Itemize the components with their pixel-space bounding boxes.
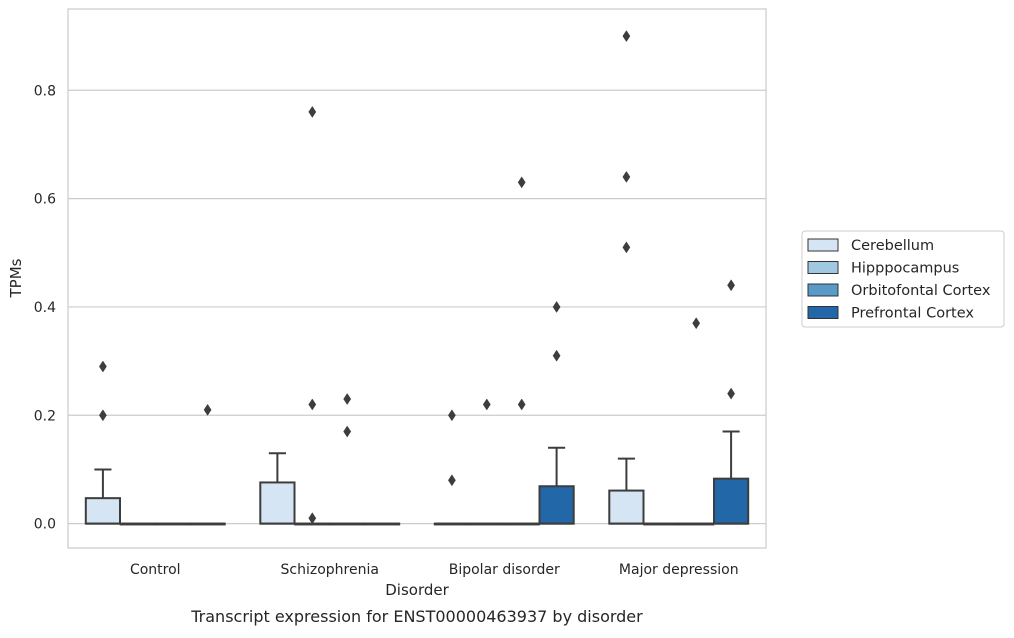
legend-swatch [807, 238, 839, 252]
outlier-point [622, 170, 631, 183]
y-tick-label: 0.0 [34, 517, 56, 533]
box-group [154, 522, 191, 526]
x-tick-label: Major depression [619, 562, 739, 578]
y-axis-label: TPMs [7, 258, 25, 298]
legend-label: Hipppocampus [851, 261, 959, 277]
box-group [678, 317, 715, 526]
x-axis-label: Disorder [385, 581, 449, 599]
box-group [259, 452, 296, 525]
outlier-point [448, 474, 456, 487]
y-tick-label: 0.6 [34, 192, 56, 208]
y-tick-label: 0.4 [34, 300, 56, 316]
box-group [363, 522, 401, 526]
box-group [433, 409, 471, 526]
legend-label: Prefrontal Cortex [851, 306, 974, 322]
box-group [329, 393, 366, 526]
outlier-point [622, 30, 631, 43]
y-tick-label: 0.2 [34, 408, 56, 424]
outlier-point [343, 425, 352, 438]
outlier-point [308, 105, 317, 118]
outlier-point [552, 300, 561, 313]
tick-layer: 0.0 0.2 0.4 0.6 0.8 Control Schizophrenia Bipol… [34, 83, 739, 578]
legend-swatch [807, 306, 839, 319]
box-layer [84, 30, 750, 526]
outlier-point [99, 409, 107, 422]
box-body [538, 485, 575, 525]
outlier-point [448, 409, 456, 422]
legend-label: Cerebellum [851, 238, 934, 254]
box-body [712, 477, 750, 525]
box-group [608, 30, 645, 525]
box-body [259, 481, 296, 525]
x-tick-label: Control [130, 562, 181, 578]
box-body [84, 497, 122, 525]
box-group [84, 360, 122, 525]
outlier-point [308, 398, 317, 411]
legend-frame [801, 230, 1005, 328]
box-group [294, 105, 331, 526]
box-body [608, 489, 645, 525]
box-group [119, 522, 156, 526]
legend-label: Orbitofontal Cortex [851, 283, 991, 299]
outlier-point [308, 512, 317, 525]
plot-frame [67, 8, 767, 549]
outlier-point [99, 360, 107, 373]
outlier-point [343, 393, 352, 405]
outlier-point [482, 398, 491, 411]
legend-swatch [807, 261, 839, 274]
x-tick-label: Bipolar disorder [449, 562, 560, 578]
chart-caption: Transcript expression for ENST0000046393… [190, 607, 643, 626]
outlier-point [727, 279, 735, 292]
box-group [503, 176, 540, 526]
legend-swatch [807, 283, 839, 297]
box-group [643, 522, 680, 526]
box-group [468, 398, 505, 526]
box-group [189, 403, 226, 526]
outlier-point [622, 241, 631, 254]
outlier-point [552, 349, 561, 362]
box-group [538, 300, 575, 525]
x-tick-label: Schizophrenia [281, 562, 379, 578]
outlier-point [727, 387, 735, 400]
y-tick-label: 0.8 [34, 83, 56, 99]
legend: Cerebellum Hipppocampus Orbitofontal Corte… [801, 230, 1005, 328]
box-group [712, 279, 750, 525]
outlier-point [692, 317, 701, 330]
outlier-point [517, 176, 526, 189]
outlier-point [203, 403, 212, 416]
grid-layer [68, 89, 766, 525]
outlier-point [517, 398, 526, 411]
